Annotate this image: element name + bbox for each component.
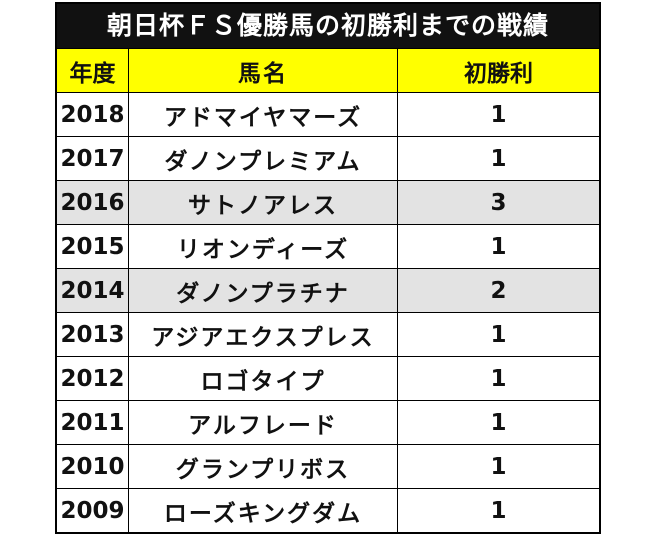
year-cell: 2014 (57, 269, 129, 312)
horse-name-cell: ロゴタイプ (129, 357, 398, 400)
table-row: 2014 ダノンプラチナ 2 (57, 268, 599, 312)
first-win-cell: 1 (490, 365, 507, 392)
first-win-cell: 1 (490, 497, 507, 524)
year-cell: 2018 (57, 93, 129, 136)
table-title: 朝日杯ＦＳ優勝馬の初勝利までの戦績 (57, 4, 599, 48)
results-table: 朝日杯ＦＳ優勝馬の初勝利までの戦績 年度 馬名 初勝利 2018 アドマイヤマーズ… (55, 2, 601, 534)
year-cell: 2010 (57, 445, 129, 488)
horse-name-cell: アドマイヤマーズ (129, 93, 398, 136)
first-win-cell: 2 (490, 277, 507, 304)
horse-name-cell: アジアエクスプレス (129, 313, 398, 356)
year-cell: 2013 (57, 313, 129, 356)
horse-name-cell: サトノアレス (129, 181, 398, 224)
header-row: 年度 馬名 初勝利 (57, 48, 599, 92)
table-row: 2011 アルフレード 1 (57, 400, 599, 444)
header-first-win: 初勝利 (464, 60, 533, 87)
first-win-cell: 1 (490, 233, 507, 260)
table-row: 2016 サトノアレス 3 (57, 180, 599, 224)
table-row: 2018 アドマイヤマーズ 1 (57, 92, 599, 136)
horse-name-cell: アルフレード (129, 401, 398, 444)
table-row: 2012 ロゴタイプ 1 (57, 356, 599, 400)
first-win-cell: 1 (490, 145, 507, 172)
year-cell: 2017 (57, 137, 129, 180)
table-row: 2015 リオンディーズ 1 (57, 224, 599, 268)
year-cell: 2016 (57, 181, 129, 224)
horse-name-cell: ローズキングダム (129, 489, 398, 532)
first-win-cell: 1 (490, 101, 507, 128)
first-win-cell: 1 (490, 453, 507, 480)
header-year: 年度 (57, 49, 129, 92)
year-cell: 2009 (57, 489, 129, 532)
first-win-cell: 1 (490, 321, 507, 348)
year-cell: 2012 (57, 357, 129, 400)
horse-name-cell: リオンディーズ (129, 225, 398, 268)
horse-name-cell: ダノンプラチナ (129, 269, 398, 312)
table-row: 2017 ダノンプレミアム 1 (57, 136, 599, 180)
year-cell: 2011 (57, 401, 129, 444)
table-row: 2010 グランプリボス 1 (57, 444, 599, 488)
horse-name-cell: グランプリボス (129, 445, 398, 488)
horse-name-cell: ダノンプレミアム (129, 137, 398, 180)
table-row: 2009 ローズキングダム 1 (57, 488, 599, 532)
table-row: 2013 アジアエクスプレス 1 (57, 312, 599, 356)
first-win-cell: 3 (490, 189, 507, 216)
header-horse-name: 馬名 (129, 49, 398, 92)
year-cell: 2015 (57, 225, 129, 268)
first-win-cell: 1 (490, 409, 507, 436)
